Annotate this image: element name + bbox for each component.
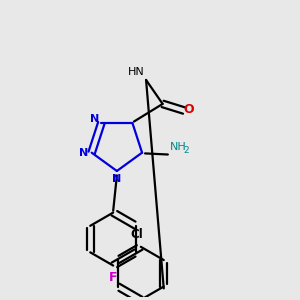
Text: N: N	[112, 174, 122, 184]
Text: N: N	[90, 114, 99, 124]
Text: F: F	[109, 272, 117, 284]
Text: NH: NH	[170, 142, 186, 152]
Text: Cl: Cl	[131, 228, 143, 241]
Text: N: N	[79, 148, 88, 158]
Text: HN: HN	[128, 67, 144, 77]
Text: 2: 2	[184, 146, 189, 155]
Text: O: O	[184, 103, 194, 116]
